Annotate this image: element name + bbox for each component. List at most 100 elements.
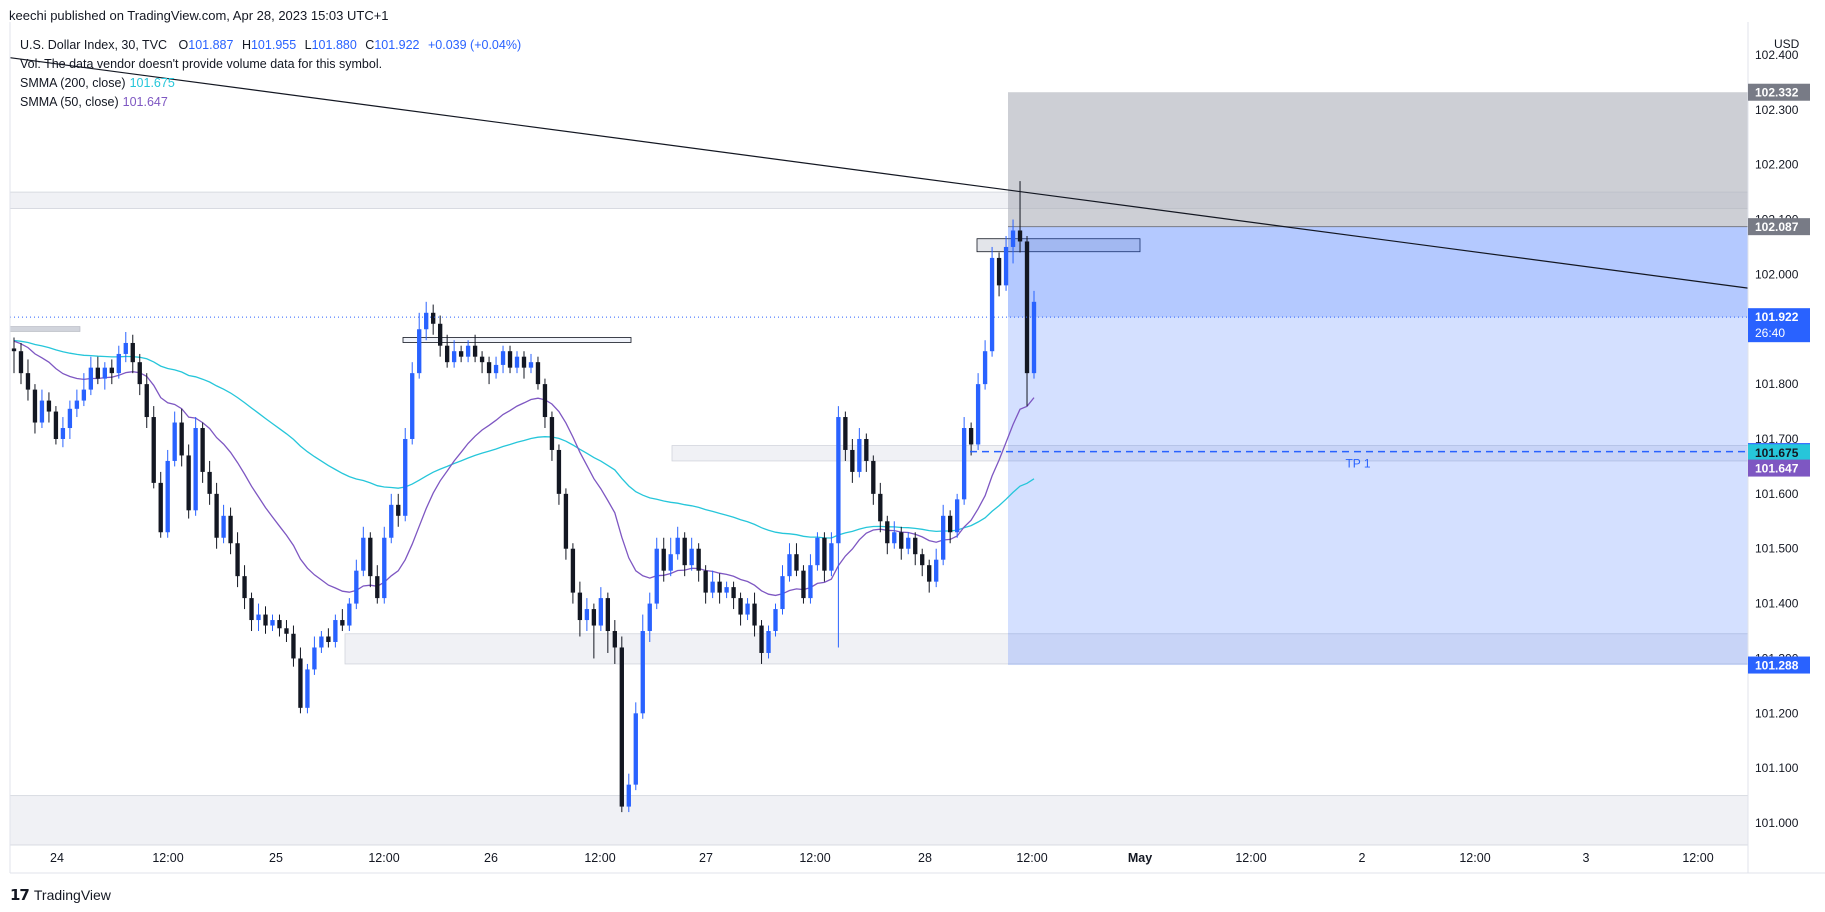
price-label-text-1: 102.087 (1755, 220, 1799, 234)
candle-55 (396, 493, 401, 527)
candle-body-51 (368, 537, 373, 577)
price-tick-12: 102.200 (1755, 158, 1799, 172)
time-tick-14: 3 (1583, 851, 1590, 865)
candle-57 (410, 362, 415, 445)
candle-12 (95, 356, 101, 385)
time-tick-2: 25 (269, 851, 283, 865)
candle-body-33 (242, 576, 247, 599)
candle-body-50 (361, 537, 366, 571)
candle-body-40 (291, 633, 296, 659)
candle-body-127 (899, 532, 904, 549)
legend-smma200[interactable]: SMMA (200, close) 101.675 (20, 76, 175, 90)
legend-symbol[interactable]: U.S. Dollar Index, 30, TVC (20, 38, 168, 52)
candle-10 (81, 373, 87, 407)
legend-change: +0.039 (+0.04%) (427, 38, 522, 52)
candle-80 (570, 543, 576, 604)
candle-body-69 (493, 364, 499, 374)
candle-body-20 (151, 417, 156, 483)
price-label-text-5: 101.647 (1755, 462, 1799, 476)
candle-138 (975, 373, 981, 450)
candle-body-76 (542, 384, 548, 418)
time-tick-12: 2 (1359, 851, 1366, 865)
candle-19 (144, 373, 149, 429)
candle-146 (1031, 290, 1037, 379)
candle-body-146 (1031, 301, 1037, 374)
candle-body-59 (424, 312, 429, 330)
candle-body-102 (724, 587, 729, 593)
tradingview-logo[interactable]: 𝟭𝟳 TradingView (10, 886, 111, 904)
candle-body-35 (256, 614, 261, 621)
candle-131 (927, 559, 932, 593)
price-tick-0: 101.000 (1755, 816, 1799, 830)
price-label-text-2: 101.922 (1755, 310, 1799, 324)
candle-60 (431, 304, 436, 335)
candle-body-87 (619, 647, 624, 807)
candle-29 (214, 482, 219, 549)
candle-body-2 (25, 373, 31, 390)
candle-2 (25, 359, 31, 401)
candle-body-98 (696, 548, 701, 571)
candle-body-143 (1010, 230, 1016, 247)
candle-body-116 (822, 537, 827, 571)
candle-51 (368, 532, 373, 588)
time-tick-10: May (1128, 851, 1152, 865)
candle-102 (724, 581, 729, 599)
candle-body-31 (228, 515, 233, 544)
candle-body-128 (906, 537, 911, 549)
candle-body-5 (46, 400, 52, 412)
candle-body-137 (968, 428, 974, 445)
candle-77 (549, 411, 555, 461)
price-label-bg-1 (1748, 218, 1810, 236)
candle-1 (18, 342, 24, 385)
candle-54 (389, 493, 394, 544)
candle-84 (598, 587, 604, 632)
candle-92 (654, 537, 659, 610)
smma50-value: 101.647 (122, 95, 168, 109)
time-tick-13: 12:00 (1459, 851, 1490, 865)
candle-96 (682, 532, 687, 577)
candle-100 (710, 570, 715, 599)
candle-53 (382, 526, 387, 604)
candle-body-73 (521, 356, 527, 368)
candle-body-125 (885, 521, 890, 544)
candle-body-90 (640, 631, 645, 714)
candle-body-92 (654, 548, 659, 604)
legend-smma50[interactable]: SMMA (50, close) 101.647 (20, 95, 168, 109)
time-tick-0: 24 (50, 851, 64, 865)
candle-24 (179, 408, 184, 467)
published-header: keechi published on TradingView.com, Apr… (9, 8, 389, 23)
legend-close: 101.922 (374, 38, 420, 52)
candle-body-100 (710, 581, 715, 593)
candle-141 (996, 252, 1002, 297)
zone-2 (9, 795, 1749, 846)
candle-body-115 (815, 537, 820, 566)
candle-89 (633, 702, 638, 791)
candle-124 (878, 482, 883, 533)
candle-129 (913, 532, 918, 566)
candle-15 (116, 345, 121, 379)
candle-body-62 (444, 345, 450, 363)
price-label-1: 102.087 (1748, 218, 1810, 236)
price-tick-2: 101.200 (1755, 706, 1799, 720)
legend-ohlc: O101.887 H101.955 L101.880 C101.922 +0.0… (178, 38, 522, 52)
candle-136 (961, 417, 967, 505)
candle-38 (277, 614, 282, 637)
candle-40 (291, 625, 296, 667)
candle-88 (626, 773, 631, 813)
candle-body-71 (507, 351, 513, 368)
candle-body-14 (109, 367, 114, 374)
candle-98 (696, 543, 701, 582)
candle-body-106 (752, 603, 757, 626)
price-label-5: 101.647 (1748, 459, 1810, 477)
candle-81 (577, 581, 583, 637)
candle-body-130 (920, 554, 925, 566)
candle-76 (542, 378, 548, 429)
candle-68 (486, 356, 492, 385)
candle-body-140 (989, 257, 995, 352)
candle-74 (528, 353, 534, 374)
candle-28 (207, 460, 212, 505)
candle-body-88 (626, 784, 631, 807)
price-label-text-0: 102.332 (1755, 86, 1799, 100)
candle-body-66 (472, 345, 478, 357)
